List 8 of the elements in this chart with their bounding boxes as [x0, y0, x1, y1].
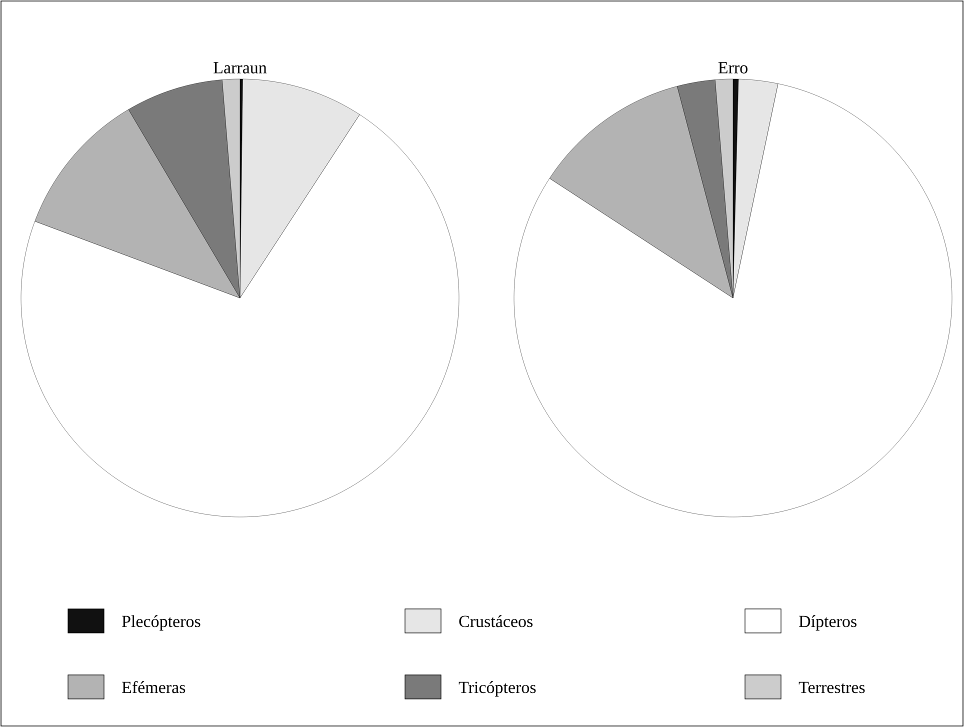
legend-label: Crustáceos: [459, 615, 533, 628]
legend-label: Efémeras: [122, 681, 186, 694]
legend-label: Terrestres: [798, 682, 865, 694]
legend-label: Plecópteros: [122, 615, 200, 631]
legend-label: Dípteros: [799, 615, 856, 631]
chart-title: Erro: [718, 62, 748, 74]
legend-label: Tricópteros: [458, 681, 536, 697]
chart-title: Larraun: [214, 62, 267, 74]
